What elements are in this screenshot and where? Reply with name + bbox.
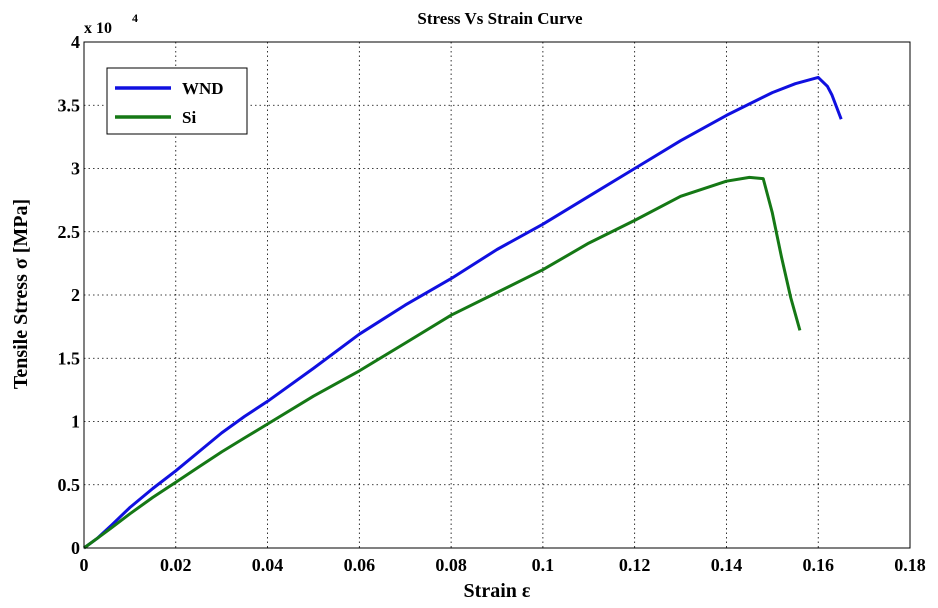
y-tick-label: 3.5 — [58, 95, 81, 115]
grid — [84, 42, 910, 548]
legend-label-si: Si — [182, 108, 196, 127]
x-tick-label: 0.18 — [894, 555, 926, 575]
y-tick-labels: 0 0.5 1 1.5 2 2.5 3 3.5 4 — [58, 32, 81, 558]
x-tick-label: 0.08 — [435, 555, 467, 575]
series-line-si — [83, 175, 802, 550]
x-tick-label: 0.04 — [252, 555, 284, 575]
y-tick-label: 3 — [71, 159, 80, 179]
y-tick-label: 1 — [71, 412, 80, 432]
series-lines — [83, 75, 843, 550]
x-tick-label: 0.14 — [711, 555, 743, 575]
legend-label-wnd: WND — [182, 79, 224, 98]
y-axis-label: Tensile Stress σ [MPa] — [10, 199, 32, 389]
legend-box — [106, 67, 248, 135]
y-tick-label: 4 — [71, 32, 80, 52]
chart-title: Stress Vs Strain Curve — [417, 9, 583, 28]
y-multiplier: x 10 4 — [84, 11, 138, 37]
series-line-wnd — [83, 75, 843, 550]
y-tick-label: 1.5 — [58, 348, 81, 368]
y-multiplier-text: x 10 — [84, 20, 112, 37]
x-tick-labels: 0 0.02 0.04 0.06 0.08 0.1 0.12 0.14 0.16 0.18 — [80, 555, 926, 575]
x-tick-label: 0.16 — [802, 555, 834, 575]
x-tick-label: 0.12 — [619, 555, 651, 575]
y-tick-label: 0.5 — [58, 475, 81, 495]
x-tick-label: 0 — [80, 555, 89, 575]
x-tick-label: 0.02 — [160, 555, 192, 575]
y-tick-label: 0 — [71, 538, 80, 558]
plot-area-frame — [83, 41, 911, 549]
x-axis-label: Strain ε — [464, 580, 531, 602]
x-tick-label: 0.06 — [344, 555, 376, 575]
y-tick-label: 2 — [71, 285, 80, 305]
x-tick-label: 0.1 — [532, 555, 555, 575]
y-multiplier-exponent: 4 — [132, 11, 138, 25]
y-tick-label: 2.5 — [58, 222, 81, 242]
legend: WND Si — [106, 67, 248, 135]
